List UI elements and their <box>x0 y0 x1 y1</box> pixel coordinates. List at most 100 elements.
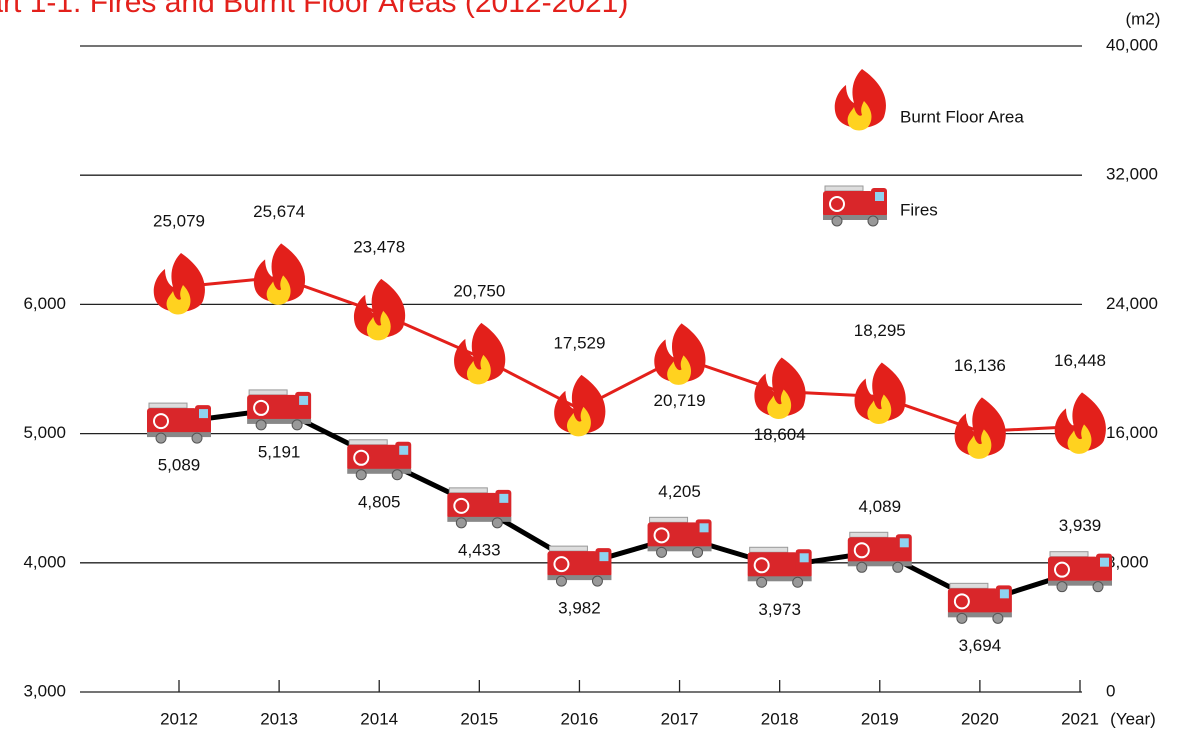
truck-marker <box>247 390 311 430</box>
truck-ladder <box>449 488 487 493</box>
data-label: 20,719 <box>654 391 706 410</box>
flame-marker <box>654 323 705 384</box>
x-tick-label: 2012 <box>160 709 198 728</box>
truck-ladder <box>650 517 688 522</box>
truck-ladder <box>549 546 587 551</box>
flame-marker <box>754 358 805 419</box>
truck-wheel <box>657 547 667 557</box>
y2-tick-label: 32,000 <box>1106 165 1158 184</box>
truck-wheel <box>757 577 767 587</box>
legend-label: Burnt Floor Area <box>900 107 1024 126</box>
flame-marker <box>554 375 605 436</box>
x-tick-label: 2019 <box>861 709 899 728</box>
flame-marker <box>254 243 305 304</box>
truck-window <box>499 494 508 503</box>
truck-wheel <box>893 562 903 572</box>
y2-tick-label: 40,000 <box>1106 35 1158 54</box>
data-label: 3,939 <box>1059 516 1102 535</box>
data-label: 25,674 <box>253 202 305 221</box>
truck-marker <box>948 583 1012 623</box>
data-label: 5,089 <box>158 456 201 475</box>
truck-ladder <box>349 440 387 445</box>
x-unit: (Year) <box>1110 709 1156 728</box>
series-line <box>179 277 1080 431</box>
truck-wheel <box>1057 582 1067 592</box>
truck-wheel <box>868 216 878 226</box>
data-label: 5,191 <box>258 442 301 461</box>
truck-window <box>800 553 809 562</box>
y-tick-label: 5,000 <box>23 423 66 442</box>
truck-wheel <box>993 613 1003 623</box>
data-label: 16,448 <box>1054 351 1106 370</box>
truck-wheel <box>256 420 266 430</box>
truck-wheel <box>492 518 502 528</box>
chart: Chart 1-1. Fires and Burnt Floor Areas (… <box>0 0 1180 733</box>
flame-marker <box>955 397 1006 458</box>
truck-wheel <box>793 577 803 587</box>
x-tick-label: 2014 <box>360 709 398 728</box>
truck-marker <box>147 403 211 443</box>
truck-ladder <box>1050 552 1088 557</box>
y-tick-label: 6,000 <box>23 294 66 313</box>
legend-label: Fires <box>900 200 938 219</box>
truck-wheel <box>1093 582 1103 592</box>
truck-ladder <box>750 547 788 552</box>
x-tick-label: 2013 <box>260 709 298 728</box>
truck-ladder <box>249 390 287 395</box>
truck-wheel <box>192 433 202 443</box>
truck-window <box>1100 558 1109 567</box>
flame-marker <box>454 323 505 384</box>
truck-ladder <box>825 186 863 191</box>
data-label: 18,295 <box>854 321 906 340</box>
truck-wheel <box>456 518 466 528</box>
truck-marker <box>447 488 511 528</box>
truck-marker <box>347 440 411 480</box>
data-label: 16,136 <box>954 356 1006 375</box>
x-tick-label: 2020 <box>961 709 999 728</box>
data-label: 3,982 <box>558 599 601 618</box>
y2-tick-label: 0 <box>1106 681 1115 700</box>
truck-wheel <box>832 216 842 226</box>
truck-window <box>875 192 884 201</box>
chart-title: Chart 1-1. Fires and Burnt Floor Areas (… <box>0 0 628 19</box>
truck-wheel <box>292 420 302 430</box>
x-tick-label: 2015 <box>460 709 498 728</box>
x-tick-label: 2016 <box>561 709 599 728</box>
y-tick-label: 4,000 <box>23 552 66 571</box>
truck-ladder <box>950 583 988 588</box>
data-label: 18,604 <box>754 425 806 444</box>
truck-marker <box>1048 552 1112 592</box>
truck-window <box>399 446 408 455</box>
data-label: 3,973 <box>758 600 801 619</box>
truck-marker <box>748 547 812 587</box>
truck-wheel <box>392 470 402 480</box>
truck-marker <box>547 546 611 586</box>
x-tick-label: 2021 <box>1061 709 1099 728</box>
y2-tick-label: 16,000 <box>1106 423 1158 442</box>
truck-wheel <box>592 576 602 586</box>
data-label: 4,089 <box>859 497 902 516</box>
truck-wheel <box>556 576 566 586</box>
truck-wheel <box>156 433 166 443</box>
truck-window <box>199 409 208 418</box>
y2-unit: (m2) <box>1126 9 1161 28</box>
truck-ladder <box>850 532 888 537</box>
legend-icon <box>823 186 887 226</box>
truck-window <box>599 552 608 561</box>
x-tick-label: 2017 <box>661 709 699 728</box>
data-label: 4,805 <box>358 492 401 511</box>
truck-marker <box>848 532 912 572</box>
y-tick-label: 3,000 <box>23 681 66 700</box>
data-label: 4,433 <box>458 540 501 559</box>
truck-wheel <box>356 470 366 480</box>
flame-marker <box>835 69 886 130</box>
flame-marker <box>354 279 405 340</box>
data-label: 4,205 <box>658 482 701 501</box>
truck-wheel <box>957 613 967 623</box>
series-line <box>179 409 1080 602</box>
truck-window <box>700 523 709 532</box>
data-label: 20,750 <box>453 281 505 300</box>
data-label: 23,478 <box>353 237 405 256</box>
x-tick-label: 2018 <box>761 709 799 728</box>
data-label: 25,079 <box>153 211 205 230</box>
